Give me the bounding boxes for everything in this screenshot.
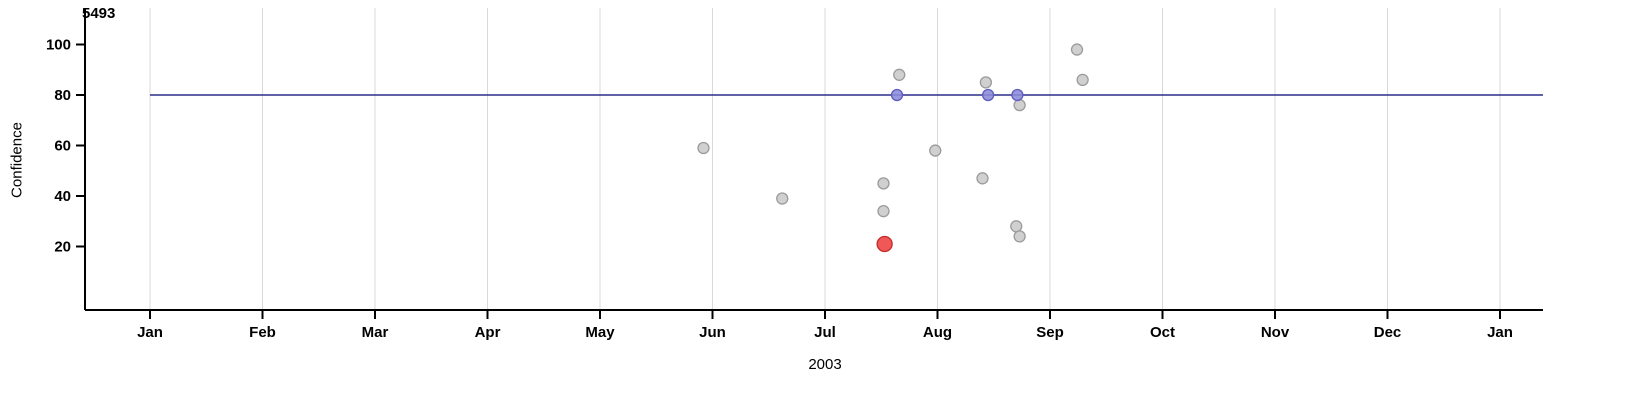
x-tick-label: Feb [249,324,276,341]
blue-point[interactable] [1011,88,1024,102]
y-tick-label: 60 [54,138,71,155]
x-tick-label: May [585,324,615,341]
gray-point[interactable] [1010,220,1023,233]
gray-point[interactable] [697,141,710,155]
x-tick-label: Sep [1036,324,1064,341]
x-tick-label: Jan [137,324,163,341]
y-tick-label: 80 [54,87,71,104]
x-tick-label: Jan [1487,324,1513,341]
x-axis-title: 2003 [808,356,842,373]
red-point[interactable] [876,235,893,253]
gray-point[interactable] [979,76,993,89]
blue-point[interactable] [890,88,904,102]
x-tick-label: Apr [475,324,501,341]
chart-title: 5493 [82,5,116,22]
x-tick-label: Jul [814,324,836,341]
gray-point[interactable] [1013,98,1026,112]
gray-point[interactable] [1070,43,1084,56]
gray-point[interactable] [1013,230,1026,243]
x-tick-label: Nov [1261,324,1290,341]
x-tick-label: Oct [1150,324,1175,341]
gray-point[interactable] [929,144,942,157]
y-tick-label: 100 [46,37,71,54]
x-tick-label: Mar [362,324,389,341]
gray-point[interactable] [976,172,989,185]
gray-point[interactable] [877,177,890,190]
x-tick-label: Aug [923,324,952,341]
x-tick-label: Dec [1374,324,1402,341]
gray-point[interactable] [776,192,789,205]
y-tick-label: 20 [54,239,71,256]
gray-point[interactable] [893,68,906,81]
blue-point[interactable] [981,88,995,102]
gray-point[interactable] [877,204,890,218]
x-tick-label: Jun [699,324,726,341]
gray-point[interactable] [1076,73,1089,86]
y-tick-label: 40 [54,188,71,205]
